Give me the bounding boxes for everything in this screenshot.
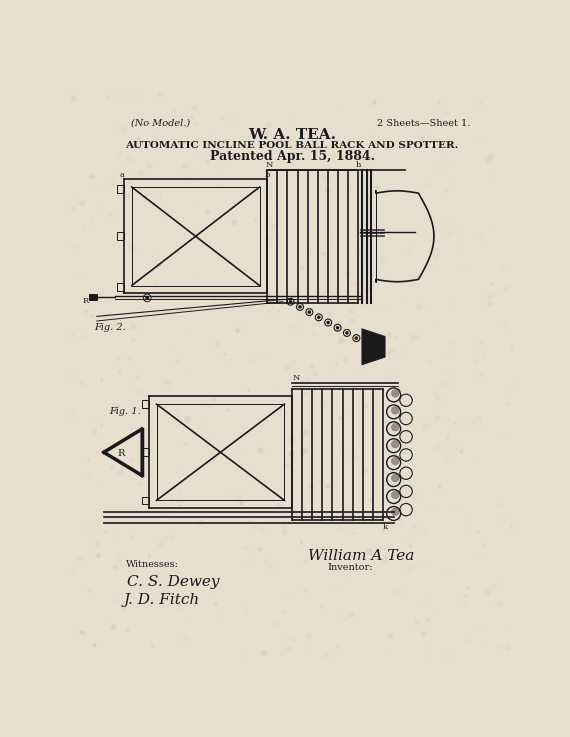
Circle shape bbox=[364, 342, 367, 345]
Polygon shape bbox=[362, 329, 385, 365]
Text: a: a bbox=[120, 171, 125, 178]
Text: Patented Apr. 15, 1884.: Patented Apr. 15, 1884. bbox=[210, 150, 374, 164]
Circle shape bbox=[355, 337, 358, 340]
Circle shape bbox=[392, 508, 399, 516]
Text: Fig. 1.: Fig. 1. bbox=[109, 408, 141, 416]
Text: 2 Sheets—Sheet 1.: 2 Sheets—Sheet 1. bbox=[377, 119, 471, 128]
Circle shape bbox=[308, 310, 311, 314]
Circle shape bbox=[392, 390, 399, 397]
Text: Fig. 2.: Fig. 2. bbox=[94, 324, 126, 332]
Circle shape bbox=[392, 457, 399, 465]
Text: N: N bbox=[265, 161, 272, 169]
Circle shape bbox=[336, 326, 339, 329]
Text: Witnesses:: Witnesses: bbox=[125, 560, 178, 569]
Circle shape bbox=[317, 315, 320, 319]
Circle shape bbox=[327, 321, 329, 324]
Bar bbox=[142, 400, 149, 408]
Bar bbox=[117, 283, 124, 291]
Text: N: N bbox=[292, 374, 300, 382]
Circle shape bbox=[392, 406, 399, 414]
Text: AUTOMATIC INCLINE POOL BALL RACK AND SPOTTER.: AUTOMATIC INCLINE POOL BALL RACK AND SPO… bbox=[125, 141, 459, 150]
Bar bbox=[142, 448, 149, 456]
Text: (No Model.): (No Model.) bbox=[131, 119, 190, 128]
Circle shape bbox=[146, 296, 149, 299]
Text: b: b bbox=[264, 171, 270, 178]
Circle shape bbox=[392, 474, 399, 482]
Circle shape bbox=[392, 423, 399, 431]
Circle shape bbox=[345, 332, 348, 335]
Text: h: h bbox=[356, 161, 361, 169]
Text: W. A. TEA.: W. A. TEA. bbox=[248, 128, 336, 142]
Bar bbox=[117, 186, 124, 193]
Text: William A Tea: William A Tea bbox=[308, 549, 414, 563]
Bar bbox=[142, 497, 149, 504]
Text: k: k bbox=[382, 523, 388, 531]
Text: R: R bbox=[82, 297, 88, 305]
Text: R: R bbox=[117, 450, 124, 458]
Bar bbox=[89, 294, 97, 300]
Bar bbox=[117, 232, 124, 240]
Circle shape bbox=[289, 300, 292, 303]
Circle shape bbox=[299, 305, 302, 309]
Text: Inventor:: Inventor: bbox=[327, 563, 373, 572]
Text: J. D. Fitch: J. D. Fitch bbox=[124, 593, 200, 607]
Text: C. S. Dewey: C. S. Dewey bbox=[127, 575, 219, 589]
Circle shape bbox=[392, 491, 399, 499]
Circle shape bbox=[392, 440, 399, 448]
